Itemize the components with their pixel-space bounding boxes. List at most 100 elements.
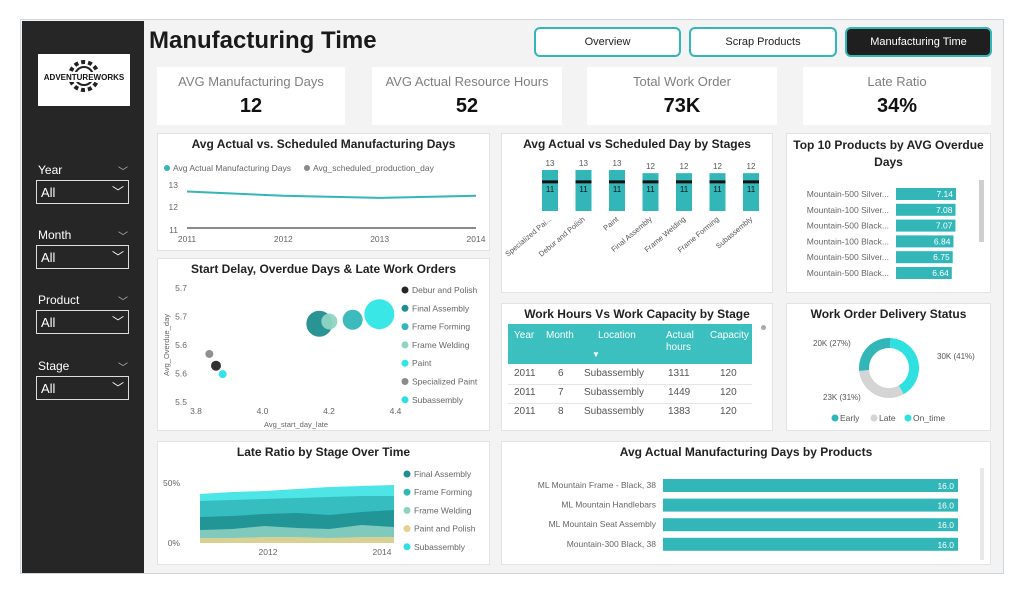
legend-label: Debur and Polish (412, 285, 477, 295)
donut-card: Work Order Delivery Status 30K (41%) 23K … (786, 303, 991, 431)
y-tick-label: 11 (169, 225, 178, 235)
legend-marker (403, 470, 411, 478)
column-header[interactable]: Location (598, 330, 636, 341)
slicer-label: Product (38, 293, 80, 307)
chevron-down-icon[interactable]: ﹀ (118, 167, 128, 178)
legend-label: Frame Forming (414, 487, 472, 497)
x-tick-label: 4.4 (390, 406, 402, 416)
scatter-point (342, 309, 363, 330)
y-tick-label: 5.7 (175, 283, 187, 293)
legend-label: Paint and Polish (414, 524, 476, 534)
y-tick-label: 5.5 (175, 397, 187, 407)
category-label: Mountain-500 Silver... (807, 252, 889, 262)
scheduled-marker (676, 180, 692, 184)
x-tick-label: 3.8 (190, 406, 202, 416)
column-header[interactable]: Actual hours (666, 330, 694, 353)
scheduled-marker (575, 180, 592, 184)
scatter-point (321, 313, 338, 330)
legend-marker (403, 488, 411, 496)
x-tick-label: 2014 (373, 547, 392, 557)
scrollbar-track (980, 468, 984, 560)
actual-bar (609, 170, 625, 211)
legend-marker (401, 341, 409, 349)
products-bar-card: Avg Actual Manufacturing Days by Product… (501, 441, 991, 565)
x-tick-label: 4.2 (323, 406, 335, 416)
kpi-card: Total Work Order 73K (587, 67, 777, 125)
chevron-down-icon[interactable]: ﹀ (118, 297, 128, 308)
chevron-down-icon[interactable]: ﹀ (118, 363, 128, 374)
column-header[interactable]: Capacity (710, 330, 749, 341)
scatter-point (218, 370, 227, 379)
scheduled-marker (709, 180, 726, 184)
legend-label: On_time (913, 413, 945, 423)
category-label: Mountain-500 Silver... (807, 189, 889, 199)
legend-marker (904, 414, 912, 422)
data-label: 11 (579, 185, 588, 194)
table-header: Year Month Location ▼ Actual hours Capac… (508, 324, 752, 364)
manufacturing-time-button[interactable]: Manufacturing Time (845, 27, 992, 57)
overview-button[interactable]: Overview (534, 27, 681, 57)
scrollbar[interactable] (979, 180, 984, 242)
chevron-down-icon[interactable]: ﹀ (118, 232, 128, 243)
y-tick-label: 0% (168, 538, 181, 548)
kpi-label: AVG Manufacturing Days (178, 74, 324, 89)
legend-marker (164, 165, 170, 171)
data-label: 16.0 (937, 501, 954, 511)
table-cell: 1449 (668, 387, 691, 398)
bar (896, 219, 956, 232)
bar (896, 251, 953, 264)
table-cell: 120 (720, 387, 737, 398)
data-label: 13 (546, 159, 555, 168)
category-label: Mountain-300 Black, 38 (567, 539, 657, 549)
scheduled-marker (542, 180, 558, 184)
bar (896, 188, 956, 200)
legend-marker (403, 525, 411, 533)
legend-label: Subassembly (414, 542, 466, 552)
products-bar-chart: ML Mountain Frame - Black, 38 16.0 ML Moun… (538, 468, 984, 560)
x-axis-label: Avg_start_day_late (264, 420, 328, 429)
table-cell: 6 (558, 368, 564, 379)
line-chart-card: Avg Actual vs. Scheduled Manufacturing D… (157, 133, 490, 251)
scheduled-marker (609, 180, 625, 184)
column-header[interactable]: Month (546, 330, 574, 341)
table-cell: 1383 (668, 406, 691, 417)
kpi-value: 52 (455, 95, 479, 117)
scrap-products-button[interactable]: Scrap Products (689, 27, 837, 57)
slicer-value: All (41, 185, 56, 200)
data-label: 23K (31%) (823, 393, 861, 402)
chevron-down-icon: ﹀ (111, 250, 124, 264)
bar (663, 518, 958, 532)
legend-label: Avg Actual Manufacturing Days (173, 163, 291, 173)
scheduled-marker (743, 180, 759, 184)
data-label: 12 (713, 162, 722, 171)
x-tick-label: 2014 (467, 234, 486, 244)
kpi-value: 34% (876, 95, 918, 117)
scroll-indicator[interactable] (761, 325, 766, 330)
data-label: 11 (646, 185, 655, 194)
legend-marker (403, 543, 411, 551)
scatter-card: Start Delay, Overdue Days & Late Work Or… (157, 258, 490, 431)
donut-slice (859, 370, 904, 398)
slicer-dropdown[interactable]: All ﹀ (36, 180, 129, 204)
bar (896, 267, 952, 279)
bar (896, 235, 954, 248)
y-tick-label: 5.6 (175, 369, 187, 379)
bar (663, 479, 958, 492)
category-label: Mountain-500 Black... (807, 268, 889, 278)
bar (896, 203, 956, 216)
data-label: 16.0 (937, 520, 954, 530)
slicer-dropdown[interactable]: All ﹀ (36, 310, 129, 334)
slicer-dropdown[interactable]: All ﹀ (36, 245, 129, 269)
kpi-label: AVG Actual Resource Hours (385, 74, 549, 89)
legend-marker (401, 286, 409, 294)
table-cell: 120 (720, 368, 737, 379)
data-label: 12 (747, 162, 756, 171)
actual-bar (575, 170, 592, 211)
category-label: Mountain-100 Silver... (807, 205, 889, 215)
data-label: 11 (747, 185, 756, 194)
slicer-dropdown[interactable]: All ﹀ (36, 376, 129, 400)
legend-label: Final Assembly (414, 469, 472, 479)
column-header[interactable]: Year (514, 330, 535, 341)
sort-desc-icon[interactable]: ▼ (592, 350, 600, 359)
page-title: Manufacturing Time (149, 27, 377, 54)
